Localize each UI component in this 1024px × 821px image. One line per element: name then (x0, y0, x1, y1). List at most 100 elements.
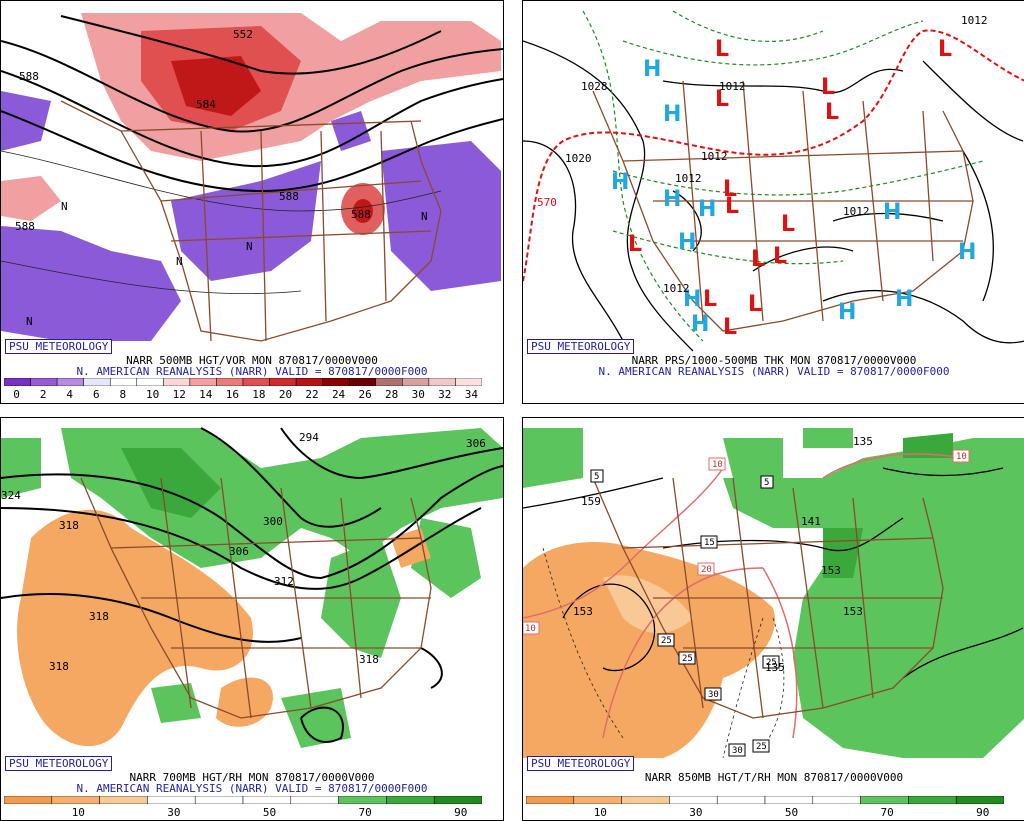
svg-text:L: L (715, 87, 729, 112)
colorbar-swatch (621, 796, 670, 804)
svg-text:H: H (883, 200, 901, 225)
panel-title-line1: NARR 700MB HGT/RH MON 870817/0000V000 (129, 771, 375, 784)
colorbar-swatch (716, 796, 766, 804)
svg-text:L: L (821, 75, 835, 100)
colorbar-tick-label: 90 (454, 806, 468, 819)
svg-text:L: L (723, 177, 737, 202)
contour-label: 318 (89, 610, 109, 623)
colorbar-swatch (216, 378, 244, 386)
svg-text:L: L (938, 37, 952, 62)
colorbar-swatch (860, 796, 909, 804)
colorbar (4, 378, 482, 386)
vort-min-marker: N (26, 315, 33, 328)
colorbar-swatch (526, 796, 575, 804)
colorbar-tick-label: 32 (438, 388, 452, 401)
map-850mb-t-rh (523, 428, 1024, 759)
colorbar-tick-label: 6 (92, 388, 100, 401)
contour-label: 324 (1, 489, 21, 502)
colorbar-tick-label: 26 (358, 388, 372, 401)
colorbar-tick-label: 14 (199, 388, 213, 401)
colorbar-swatch (194, 796, 244, 804)
panel-850mb-t-rh: PSU METEOROLOGY NARR 850MB HGT/T/RH MON … (522, 417, 1024, 821)
temp-label: 25 (661, 636, 672, 646)
temp-label: 20 (701, 565, 712, 575)
contour-label: 153 (573, 605, 593, 618)
contour-label: 588 (351, 208, 371, 221)
colorbar-tick-label: 10 (146, 388, 160, 401)
contour-label: 588 (15, 220, 35, 233)
svg-text:H: H (838, 300, 856, 325)
contour-label: 135 (765, 661, 785, 674)
colorbar-tick-label: 4 (66, 388, 73, 401)
svg-text:L: L (773, 244, 787, 269)
colorbar-swatch (56, 378, 84, 386)
colorbar-tick-label: 18 (252, 388, 266, 401)
isobar-label: 1028 (581, 80, 608, 93)
colorbar-swatch (4, 796, 53, 804)
psu-meteorology-label: PSU METEOROLOGY (527, 756, 635, 771)
contour-label: 588 (279, 190, 299, 203)
colorbar-swatch (573, 796, 622, 804)
colorbar-swatch (136, 378, 164, 386)
thickness-label: 570 (537, 196, 557, 209)
colorbar-swatch (163, 378, 191, 386)
isobar-label: 1012 (719, 80, 746, 93)
colorbar-tick-label: 50 (262, 806, 277, 819)
colorbar-swatch (242, 796, 292, 804)
colorbar-tick-label: 10 (71, 806, 85, 819)
colorbar-swatch (812, 796, 861, 804)
contour-label: 306 (466, 437, 486, 450)
colorbar-swatch (99, 796, 148, 804)
colorbar-swatch (4, 378, 31, 386)
colorbar-tick-label: 20 (278, 388, 293, 401)
colorbar-swatch (295, 378, 323, 386)
contour-label: 318 (59, 519, 79, 532)
vort-min-marker: N (421, 210, 428, 223)
panel-title-line2: N. AMERICAN REANALYSIS (NARR) VALID = 87… (598, 365, 950, 378)
colorbar-tick-label: 10 (593, 806, 607, 819)
vort-min-marker: N (246, 240, 253, 253)
contour-label: 318 (49, 660, 69, 673)
temp-label: 25 (756, 742, 767, 752)
colorbar-tick-label: 70 (880, 806, 894, 819)
psu-meteorology-label: PSU METEOROLOGY (5, 339, 113, 354)
colorbar-swatch (348, 378, 377, 386)
colorbar (4, 796, 482, 804)
psu-meteorology-label: PSU METEOROLOGY (527, 339, 635, 354)
contour-label: 294 (299, 431, 319, 444)
contour-label: 153 (843, 605, 863, 618)
colorbar-tick-label: 2 (39, 388, 47, 401)
colorbar-tick-label: 90 (976, 806, 990, 819)
temp-label: 30 (708, 690, 719, 700)
map-700mb-rh (1, 427, 503, 748)
svg-text:L: L (725, 194, 739, 219)
temp-label: 5 (764, 478, 770, 488)
colorbar-swatch (669, 796, 718, 804)
svg-text:H: H (683, 287, 701, 312)
colorbar-swatch (338, 796, 387, 804)
isobar-label: 1012 (663, 282, 690, 295)
colorbar-swatch (433, 796, 482, 804)
psu-meteorology-label: PSU METEOROLOGY (5, 756, 113, 771)
svg-text:L: L (781, 212, 795, 237)
contour-label: 159 (581, 495, 601, 508)
colorbar-swatch (955, 796, 1004, 804)
contour-label: 588 (19, 70, 39, 83)
colorbar-tick-label: 28 (385, 388, 399, 401)
panel-title-line1: NARR PRS/1000-500MB THK MON 870817/0000V… (631, 354, 917, 367)
svg-text:H: H (663, 102, 681, 127)
svg-text:L: L (723, 315, 737, 340)
svg-text:L: L (825, 100, 839, 125)
colorbar-swatch (83, 378, 111, 386)
colorbar-tick-label: 8 (119, 388, 127, 401)
isobar-label: 1012 (675, 172, 702, 185)
temp-label: 10 (956, 452, 967, 462)
panel-title-line1: NARR 500MB HGT/VOR MON 870817/0000V000 (126, 354, 378, 367)
panel-title-line2: N. AMERICAN REANALYSIS (NARR) VALID = 87… (76, 782, 428, 795)
colorbar-tick-label: 30 (167, 806, 181, 819)
colorbar-tick-label: 22 (305, 388, 319, 401)
colorbar-swatch (269, 378, 297, 386)
colorbar-swatch (764, 796, 814, 804)
contour-label: 584 (196, 98, 216, 111)
colorbar-tick-label: 30 (411, 388, 425, 401)
